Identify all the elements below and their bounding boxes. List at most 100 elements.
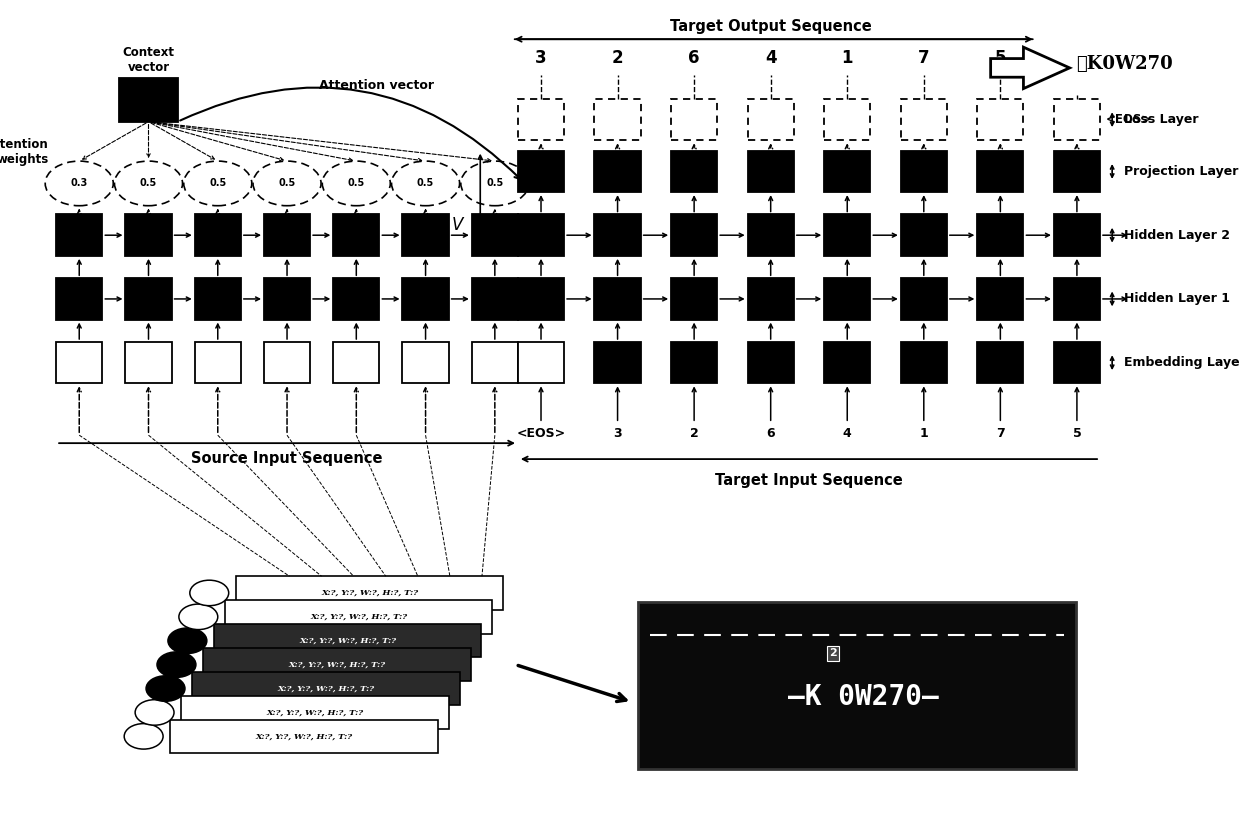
Bar — [518, 342, 564, 384]
Bar — [403, 215, 449, 256]
Bar — [203, 648, 470, 681]
Text: <EOS>: <EOS> — [516, 427, 565, 440]
Text: 2: 2 — [611, 49, 624, 67]
Text: Target Output Sequence: Target Output Sequence — [670, 19, 872, 33]
Text: Projection Layer: Projection Layer — [1125, 165, 1239, 178]
Text: 5: 5 — [1073, 427, 1081, 440]
Bar — [825, 99, 870, 141]
Bar — [264, 215, 310, 256]
Text: 7: 7 — [918, 49, 930, 67]
Text: 0.5: 0.5 — [347, 178, 365, 189]
Circle shape — [146, 676, 185, 702]
Text: Context
vector: Context vector — [123, 46, 175, 74]
Bar — [594, 99, 641, 141]
Circle shape — [124, 724, 164, 749]
Text: <EOS>: <EOS> — [1106, 113, 1152, 126]
Text: 3: 3 — [614, 427, 622, 440]
Bar — [748, 150, 794, 192]
Text: 羅K0W270: 羅K0W270 — [1076, 55, 1173, 73]
Bar — [594, 150, 641, 192]
Text: X:?, Y:?, W:?, H:?, T:?: X:?, Y:?, W:?, H:?, T:? — [299, 637, 397, 645]
Text: X:?, Y:?, W:?, H:?, T:?: X:?, Y:?, W:?, H:?, T:? — [267, 708, 363, 716]
Bar — [1054, 150, 1100, 192]
Bar — [748, 215, 794, 256]
Bar — [671, 99, 717, 141]
Bar — [125, 278, 171, 320]
Text: Attention
weights: Attention weights — [0, 137, 48, 166]
Bar — [471, 278, 518, 320]
Text: 2: 2 — [689, 427, 698, 440]
Bar — [748, 342, 794, 384]
Bar — [518, 278, 564, 320]
Text: Hidden Layer 1: Hidden Layer 1 — [1125, 293, 1230, 306]
Bar — [671, 150, 717, 192]
Text: Attention vector: Attention vector — [320, 79, 434, 92]
Text: 6: 6 — [766, 427, 775, 440]
Text: 0.5: 0.5 — [279, 178, 295, 189]
Bar — [1054, 215, 1100, 256]
Bar — [195, 278, 241, 320]
Bar — [594, 278, 641, 320]
Bar — [977, 150, 1023, 192]
Bar — [119, 78, 177, 122]
Bar — [264, 342, 310, 384]
Text: 6: 6 — [688, 49, 699, 67]
Text: Target Input Sequence: Target Input Sequence — [715, 473, 903, 489]
Bar — [181, 696, 449, 729]
Bar — [334, 215, 379, 256]
Bar — [236, 576, 503, 610]
Bar — [1054, 342, 1100, 384]
Circle shape — [135, 700, 174, 725]
Text: 1: 1 — [919, 427, 929, 440]
Bar — [125, 342, 171, 384]
Bar — [518, 99, 564, 141]
Bar — [594, 215, 641, 256]
Text: Embedding Layer: Embedding Layer — [1125, 356, 1240, 369]
Text: 0.3: 0.3 — [71, 178, 88, 189]
Text: X:?, Y:?, W:?, H:?, T:?: X:?, Y:?, W:?, H:?, T:? — [288, 661, 386, 668]
Text: 5: 5 — [994, 49, 1006, 67]
Bar — [825, 150, 870, 192]
Bar — [1054, 278, 1100, 320]
Bar — [671, 278, 717, 320]
Text: $V$: $V$ — [451, 215, 466, 234]
Bar — [403, 342, 449, 384]
Circle shape — [190, 580, 228, 606]
Text: 2: 2 — [828, 649, 837, 659]
Text: Source Input Sequence: Source Input Sequence — [191, 451, 383, 466]
Bar — [56, 342, 103, 384]
Bar — [125, 215, 171, 256]
Bar — [900, 215, 947, 256]
Bar — [748, 278, 794, 320]
Bar — [334, 342, 379, 384]
Circle shape — [157, 652, 196, 677]
Bar — [900, 342, 947, 384]
Text: X:?, Y:?, W:?, H:?, T:?: X:?, Y:?, W:?, H:?, T:? — [278, 685, 374, 693]
Text: 0.5: 0.5 — [140, 178, 157, 189]
Bar — [56, 278, 103, 320]
Circle shape — [179, 604, 218, 629]
Bar — [900, 278, 947, 320]
Bar — [518, 150, 564, 192]
Bar — [170, 720, 438, 753]
Bar — [215, 624, 481, 658]
Bar — [594, 342, 641, 384]
Bar — [671, 215, 717, 256]
Circle shape — [167, 628, 207, 654]
Bar — [671, 342, 717, 384]
Bar — [639, 602, 1075, 769]
Bar — [825, 342, 870, 384]
Text: —K 0W270—: —K 0W270— — [787, 683, 939, 711]
Bar — [825, 278, 870, 320]
Bar — [977, 278, 1023, 320]
Text: Loss Layer: Loss Layer — [1125, 113, 1199, 126]
Text: X:?, Y:?, W:?, H:?, T:?: X:?, Y:?, W:?, H:?, T:? — [321, 589, 418, 597]
Text: 0.5: 0.5 — [210, 178, 227, 189]
Bar — [195, 215, 241, 256]
Text: X:?, Y:?, W:?, H:?, T:?: X:?, Y:?, W:?, H:?, T:? — [255, 733, 352, 741]
Text: 4: 4 — [843, 427, 852, 440]
Text: 1: 1 — [842, 49, 853, 67]
Text: 3: 3 — [536, 49, 547, 67]
Bar — [471, 215, 518, 256]
Text: 7: 7 — [996, 427, 1004, 440]
